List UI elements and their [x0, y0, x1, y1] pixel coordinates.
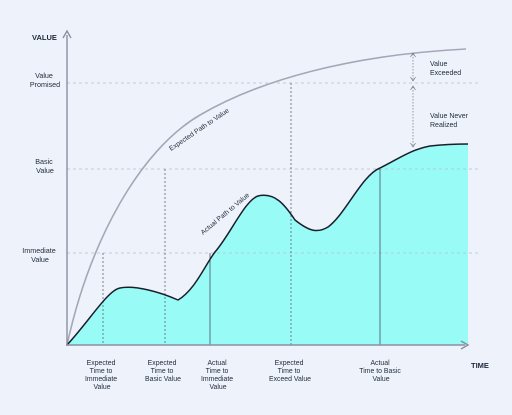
y-label-immediate-value: Immediate Value: [22, 246, 58, 264]
x-axis-arrow-icon: [460, 340, 470, 350]
x-label-expected-exceed: Expected Time to Exceed Value: [269, 360, 311, 383]
x-axis-title: TIME: [471, 361, 489, 370]
x-label-expected-basic: Expected Time to Basic Value: [145, 360, 181, 383]
actual-path-curve: [66, 143, 469, 346]
y-label-value-promised: Value Promised: [30, 71, 60, 89]
value-never-realized-note: Value Never Realized: [430, 113, 470, 129]
actual-path-area: [67, 144, 468, 345]
x-label-expected-immediate: Expected Time to Immediate Value: [85, 360, 119, 391]
y-label-basic-value: Basic Value: [35, 157, 55, 175]
never-realized-arrow: [410, 85, 416, 148]
expected-path-curve: [66, 48, 467, 346]
y-axis-title: VALUE: [32, 33, 57, 42]
value-exceeded-note: Value Exceeded: [430, 61, 461, 77]
exceeded-arrow: [410, 52, 416, 82]
y-axis-arrow-icon: [62, 29, 72, 39]
x-label-actual-basic: Actual Time to Basic Value: [359, 360, 402, 383]
x-label-actual-immediate: Actual Time to Immediate Value: [201, 360, 235, 391]
